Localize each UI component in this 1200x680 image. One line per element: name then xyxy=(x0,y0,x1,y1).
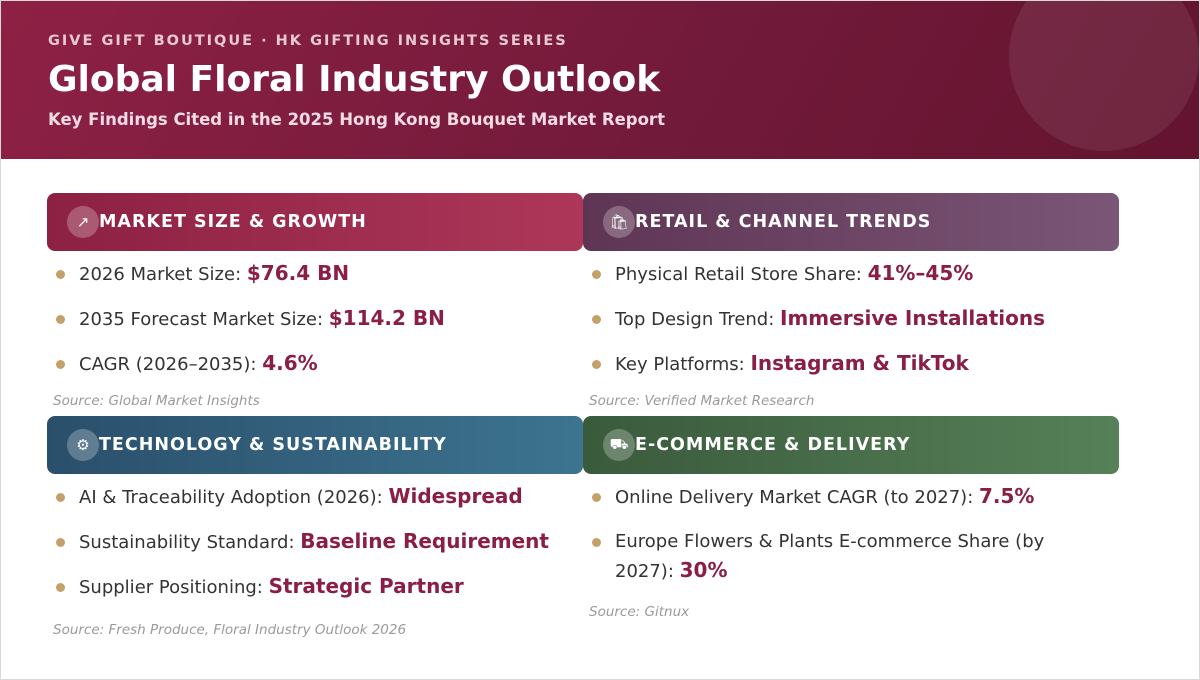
bullet-dot xyxy=(56,360,65,369)
list-item: Key Platforms: Instagram & TikTok xyxy=(589,349,1119,379)
section-ecommerce: ⛟ E-COMMERCE & DELIVERY Online Delivery … xyxy=(583,416,1119,601)
list-item: Online Delivery Market CAGR (to 2027): 7… xyxy=(589,482,1119,512)
item-value: Widespread xyxy=(388,484,523,508)
item-value: 7.5% xyxy=(979,484,1035,508)
section-header-technology: ⚙ TECHNOLOGY & SUSTAINABILITY xyxy=(47,416,583,474)
source-note: Source: Global Market Insights xyxy=(53,393,260,409)
delivery-truck-icon: ⛟ xyxy=(603,429,635,461)
bullet-dot xyxy=(592,315,601,324)
decorative-circle xyxy=(1009,1,1199,151)
item-label: Top Design Trend: xyxy=(615,309,781,330)
list-item: Sustainability Standard: Baseline Requir… xyxy=(53,527,583,557)
item-value: Strategic Partner xyxy=(268,574,464,598)
item-label: Key Platforms: xyxy=(615,354,751,375)
item-label: 2026 Market Size: xyxy=(79,264,247,285)
section-header-ecommerce: ⛟ E-COMMERCE & DELIVERY xyxy=(583,416,1119,474)
bullet-dot xyxy=(592,538,601,547)
item-label: Online Delivery Market CAGR (to 2027): xyxy=(615,487,979,508)
list-item: AI & Traceability Adoption (2026): Wides… xyxy=(53,482,583,512)
item-label: Sustainability Standard: xyxy=(79,532,301,553)
bullet-dot xyxy=(56,583,65,592)
chart-growth-icon: ↗ xyxy=(67,206,99,238)
list-item: 2035 Forecast Market Size: $114.2 BN xyxy=(53,304,583,334)
source-note: Source: Verified Market Research xyxy=(589,393,815,409)
item-label: CAGR (2026–2035): xyxy=(79,354,263,375)
item-label: AI & Traceability Adoption (2026): xyxy=(79,487,389,508)
item-label: Physical Retail Store Share: xyxy=(615,264,868,285)
section-title: RETAIL & CHANNEL TRENDS xyxy=(635,212,932,232)
bullet-dot xyxy=(592,360,601,369)
page-subtitle: Key Findings Cited in the 2025 Hong Kong… xyxy=(48,110,665,129)
item-value: 41%–45% xyxy=(867,261,974,285)
bullet-dot xyxy=(56,315,65,324)
item-label: Europe Flowers & Plants E-commerce Share… xyxy=(615,531,1045,582)
section-header-retail: 🛍 RETAIL & CHANNEL TRENDS xyxy=(583,193,1119,251)
page-title: Global Floral Industry Outlook xyxy=(48,59,661,100)
source-note: Source: Gitnux xyxy=(589,604,690,620)
item-label: 2035 Forecast Market Size: xyxy=(79,309,329,330)
item-value: $76.4 BN xyxy=(246,261,350,285)
header-eyebrow: GIVE GIFT BOUTIQUE · HK GIFTING INSIGHTS… xyxy=(48,33,568,49)
finding-list: 2026 Market Size: $76.4 BN 2035 Forecast… xyxy=(47,259,583,379)
section-technology: ⚙ TECHNOLOGY & SUSTAINABILITY AI & Trace… xyxy=(47,416,583,617)
bullet-dot xyxy=(56,270,65,279)
bullet-dot xyxy=(592,270,601,279)
gear-icon: ⚙ xyxy=(67,429,99,461)
finding-list: AI & Traceability Adoption (2026): Wides… xyxy=(47,482,583,602)
section-header-market: ↗ MARKET SIZE & GROWTH xyxy=(47,193,583,251)
section-market-size: ↗ MARKET SIZE & GROWTH 2026 Market Size:… xyxy=(47,193,583,394)
finding-list: Physical Retail Store Share: 41%–45% Top… xyxy=(583,259,1119,379)
item-value: $114.2 BN xyxy=(328,306,445,330)
finding-list: Online Delivery Market CAGR (to 2027): 7… xyxy=(583,482,1119,586)
list-item: Top Design Trend: Immersive Installation… xyxy=(589,304,1119,334)
item-label: Supplier Positioning: xyxy=(79,577,269,598)
section-title: MARKET SIZE & GROWTH xyxy=(99,212,367,232)
source-note: Source: Fresh Produce, Floral Industry O… xyxy=(53,622,407,638)
list-item: Supplier Positioning: Strategic Partner xyxy=(53,572,583,602)
item-value: Baseline Requirement xyxy=(300,529,549,553)
section-title: E-COMMERCE & DELIVERY xyxy=(635,435,911,455)
shopping-bags-icon: 🛍 xyxy=(603,206,635,238)
bullet-dot xyxy=(56,538,65,547)
bullet-dot xyxy=(56,493,65,502)
list-item: Europe Flowers & Plants E-commerce Share… xyxy=(589,527,1119,586)
item-value: Immersive Installations xyxy=(780,306,1046,330)
header-banner: GIVE GIFT BOUTIQUE · HK GIFTING INSIGHTS… xyxy=(1,1,1199,159)
list-item: Physical Retail Store Share: 41%–45% xyxy=(589,259,1119,289)
list-item: CAGR (2026–2035): 4.6% xyxy=(53,349,583,379)
item-value: 30% xyxy=(679,558,728,582)
list-item: 2026 Market Size: $76.4 BN xyxy=(53,259,583,289)
bullet-dot xyxy=(592,493,601,502)
section-retail-trends: 🛍 RETAIL & CHANNEL TRENDS Physical Retai… xyxy=(583,193,1119,394)
item-value: Instagram & TikTok xyxy=(750,351,969,375)
item-value: 4.6% xyxy=(262,351,318,375)
section-title: TECHNOLOGY & SUSTAINABILITY xyxy=(99,435,447,455)
